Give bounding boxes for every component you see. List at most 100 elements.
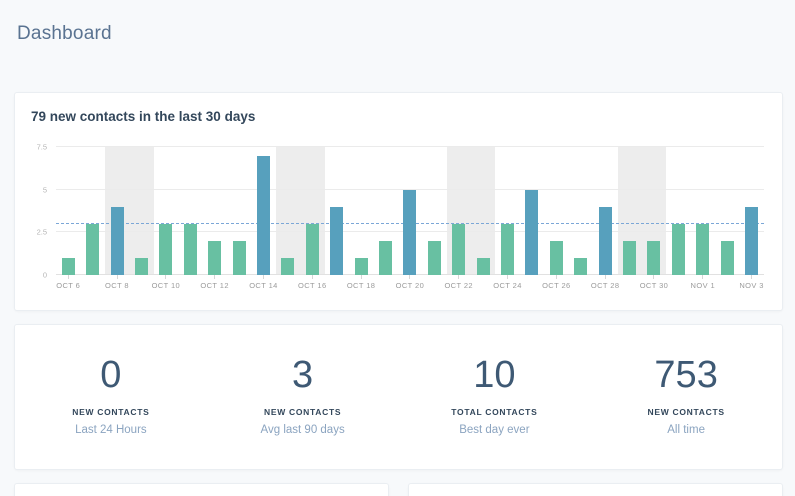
- x-tick-mark: [458, 275, 460, 279]
- x-tick-label: OCT 26: [542, 281, 571, 290]
- bottom-card-row: [14, 483, 783, 496]
- stat-value: 10: [473, 354, 516, 396]
- x-tick-mark: [751, 275, 753, 279]
- bar-oct-10[interactable]: [159, 223, 173, 275]
- bar-slot: [691, 147, 715, 275]
- bar-oct-14[interactable]: [256, 155, 270, 275]
- bar-slot: [80, 147, 104, 275]
- bars-layer: [56, 147, 764, 275]
- x-axis: OCT 6 OCT 8 OCT 10 OCT 12 OCT 14 OCT 16 OCT 18…: [56, 275, 764, 290]
- contacts-stats-card: 0 NEW CONTACTS Last 24 Hours 3 NEW CONTA…: [14, 324, 783, 470]
- bar-oct-6[interactable]: [61, 257, 75, 275]
- bar-oct-17[interactable]: [330, 206, 344, 275]
- bar-slot: [569, 147, 593, 275]
- bar-oct-24[interactable]: [501, 223, 515, 275]
- bar-oct-13[interactable]: [232, 240, 246, 275]
- x-axis-slot: OCT 10: [151, 275, 181, 290]
- bar-slot: [227, 147, 251, 275]
- stat-label: NEW CONTACTS: [647, 407, 725, 417]
- bar-oct-16[interactable]: [305, 223, 319, 275]
- bar-oct-31[interactable]: [671, 223, 685, 275]
- stat-new-contacts-24h: 0 NEW CONTACTS Last 24 Hours: [15, 325, 207, 469]
- x-tick-mark: [653, 275, 655, 279]
- x-tick-label: OCT 28: [590, 281, 620, 290]
- bar-oct-26[interactable]: [549, 240, 563, 275]
- bar-oct-11[interactable]: [183, 223, 197, 275]
- x-tick-mark: [262, 275, 264, 279]
- x-axis-slot: OCT 20: [395, 275, 425, 290]
- x-tick-label: OCT 10: [151, 281, 181, 290]
- x-axis-slot: OCT 18: [346, 275, 376, 290]
- x-axis-slot: OCT 12: [200, 275, 229, 290]
- bar-oct-8[interactable]: [110, 206, 124, 275]
- x-axis-slot: [276, 275, 300, 290]
- bar-slot: [56, 147, 80, 275]
- x-axis-slot: OCT 6: [56, 275, 80, 290]
- x-tick-label: OCT 22: [444, 281, 473, 290]
- x-tick-label: OCT 24: [493, 281, 522, 290]
- bar-nov-2[interactable]: [720, 240, 734, 275]
- bar-oct-21[interactable]: [427, 240, 441, 275]
- x-tick-mark: [507, 275, 509, 279]
- x-tick-mark: [702, 275, 704, 279]
- x-axis-slot: [80, 275, 104, 290]
- bar-slot: [642, 147, 666, 275]
- bar-oct-29[interactable]: [623, 240, 637, 275]
- x-tick-label: NOV 3: [739, 281, 764, 290]
- y-axis-label: 5: [42, 185, 47, 195]
- stat-sublabel: All time: [667, 424, 705, 436]
- x-axis-slot: OCT 16: [298, 275, 326, 290]
- x-axis-slot: NOV 3: [739, 275, 763, 290]
- y-axis-label: 7.5: [36, 142, 47, 152]
- y-axis-label: 2.5: [36, 227, 47, 237]
- stat-sublabel: Best day ever: [459, 424, 530, 436]
- bar-slot: [398, 147, 422, 275]
- bar-oct-28[interactable]: [598, 206, 612, 275]
- bar-oct-7[interactable]: [86, 223, 100, 275]
- x-tick-mark: [67, 275, 69, 279]
- x-tick-label: OCT 18: [346, 281, 376, 290]
- x-axis-slot: [373, 275, 397, 290]
- x-axis-slot: [324, 275, 348, 290]
- x-axis-slot: [471, 275, 495, 290]
- x-axis-slot: OCT 30: [639, 275, 669, 290]
- bar-slot: [349, 147, 373, 275]
- weekend-band: [471, 147, 496, 275]
- x-axis-slot: [617, 275, 641, 290]
- x-axis-slot: [569, 275, 593, 290]
- bar-nov-1[interactable]: [696, 223, 710, 275]
- bar-slot: [495, 147, 519, 275]
- bar-oct-20[interactable]: [403, 189, 417, 275]
- bar-oct-18[interactable]: [354, 257, 368, 275]
- bar-slot: [617, 147, 641, 275]
- stat-new-contacts-all-time: 753 NEW CONTACTS All time: [590, 325, 782, 469]
- bar-oct-22[interactable]: [452, 223, 466, 275]
- bar-oct-23[interactable]: [476, 257, 490, 275]
- x-tick-label: OCT 20: [395, 281, 425, 290]
- x-tick-mark: [311, 275, 313, 279]
- bar-oct-19[interactable]: [378, 240, 392, 275]
- x-axis-slot: [129, 275, 153, 290]
- stat-label: TOTAL CONTACTS: [451, 407, 538, 417]
- x-tick-label: OCT 30: [639, 281, 669, 290]
- x-axis-slot: [178, 275, 202, 290]
- bar-oct-12[interactable]: [208, 240, 222, 275]
- x-tick-mark: [360, 275, 362, 279]
- bar-oct-25[interactable]: [525, 189, 539, 275]
- gridline-y-7.5: [56, 146, 764, 147]
- bar-oct-30[interactable]: [647, 240, 661, 275]
- bar-nov-3[interactable]: [745, 206, 759, 275]
- x-tick-label: NOV 1: [690, 281, 716, 290]
- y-axis-label: 0: [42, 270, 47, 280]
- x-tick-label: OCT 12: [200, 281, 229, 290]
- stat-value: 3: [292, 354, 314, 396]
- bar-oct-27[interactable]: [574, 257, 588, 275]
- x-axis-slot: OCT 22: [444, 275, 473, 290]
- bar-oct-9[interactable]: [134, 257, 148, 275]
- weekend-band: [275, 147, 301, 275]
- bar-slot: [739, 147, 763, 275]
- bar-oct-15[interactable]: [281, 257, 295, 275]
- x-axis-slot: OCT 24: [493, 275, 522, 290]
- bar-slot: [422, 147, 446, 275]
- weekend-band: [129, 147, 154, 275]
